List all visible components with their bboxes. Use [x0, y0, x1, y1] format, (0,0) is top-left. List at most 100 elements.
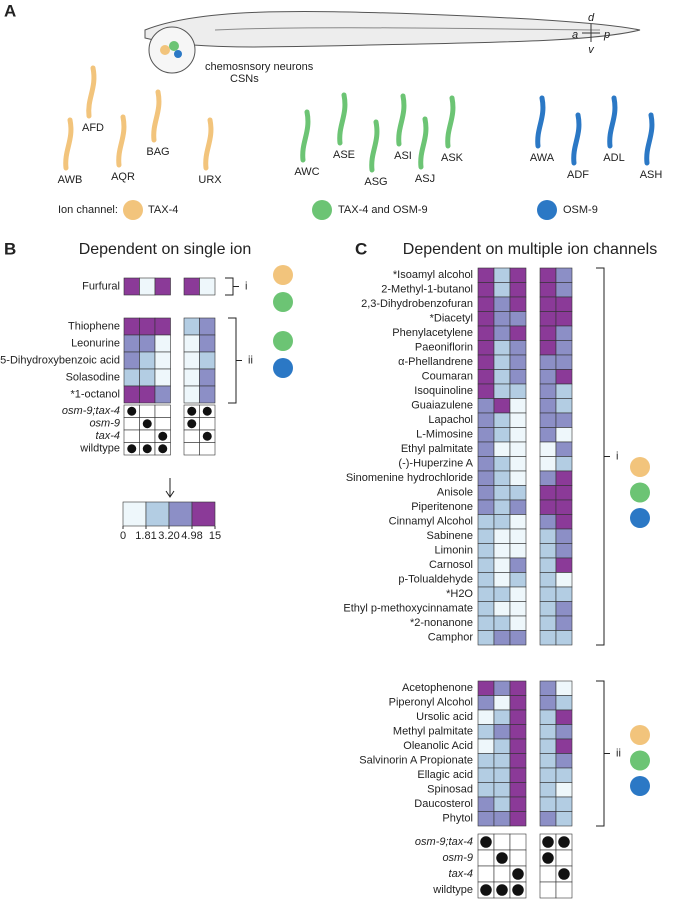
genotype-cell	[509, 833, 527, 851]
row-label: Solasodine	[66, 371, 120, 383]
row-label: Oleanolic Acid	[403, 740, 473, 752]
row-label: Guaiazulene	[411, 400, 473, 412]
heat-cell	[555, 738, 573, 754]
genotype-label: wildtype	[432, 884, 473, 896]
heat-cell	[477, 695, 495, 711]
heat-cell	[509, 398, 527, 414]
heat-cell	[539, 782, 557, 798]
genotype-cell	[477, 865, 495, 883]
genotype-cell	[509, 849, 527, 867]
heat-cell	[477, 796, 495, 812]
genotype-dot	[480, 884, 492, 896]
heat-cell	[555, 311, 573, 327]
heat-cell	[477, 282, 495, 298]
row-label: Piperitenone	[411, 501, 473, 513]
genotype-label: osm-9	[442, 852, 473, 864]
heat-cell	[509, 753, 527, 769]
heat-cell	[539, 695, 557, 711]
neuron	[63, 117, 74, 171]
neuron	[418, 116, 429, 170]
group-label: ii	[616, 747, 621, 759]
heat-cell	[555, 557, 573, 573]
genotype-dot	[202, 406, 212, 416]
neuron-label: ADL	[603, 152, 624, 164]
heat-cell	[477, 427, 495, 443]
genotype-cell	[493, 833, 511, 851]
arrow	[165, 478, 175, 498]
neuron	[116, 114, 127, 168]
panel-title: Dependent on single ion	[79, 241, 252, 258]
neuron	[535, 95, 546, 149]
axis-label: d	[588, 12, 595, 24]
heat-cell	[493, 398, 511, 414]
genotype-cell	[183, 429, 200, 443]
row-label: Camphor	[428, 632, 474, 644]
genotype-cell	[555, 849, 573, 867]
heat-cell	[183, 317, 200, 336]
colorbar-label: 0	[120, 530, 126, 542]
heat-cell	[555, 767, 573, 783]
heat-cell	[509, 695, 527, 711]
heat-cell	[123, 277, 140, 296]
genotype-dot	[496, 884, 508, 896]
genotype-cell	[123, 417, 140, 431]
heat-cell	[539, 724, 557, 740]
heat-cell	[139, 351, 156, 370]
row-label: Daucosterol	[414, 798, 473, 810]
legend-swatch	[312, 200, 332, 220]
genotype-cell	[154, 404, 171, 418]
heat-cell	[555, 601, 573, 617]
heat-cell	[477, 325, 495, 341]
heat-cell	[139, 368, 156, 387]
heat-cell	[493, 695, 511, 711]
heat-cell	[555, 412, 573, 428]
worm-label: chemosnsory neurons	[205, 61, 314, 73]
heat-cell	[477, 738, 495, 754]
neuron	[607, 95, 618, 149]
colorbar-label: 4.98	[181, 530, 202, 542]
worm-label: CSNs	[230, 73, 259, 85]
neuron	[151, 89, 162, 143]
colorbar-segment	[122, 501, 147, 527]
heat-cell	[539, 586, 557, 602]
heat-cell	[123, 351, 140, 370]
heat-cell	[539, 811, 557, 827]
heat-cell	[555, 514, 573, 530]
row-label: Sabinene	[427, 530, 474, 542]
heat-cell	[477, 296, 495, 312]
row-label: Spinosad	[427, 784, 473, 796]
group-label: ii	[248, 354, 253, 366]
row-label: Ethyl p-methoxycinnamate	[343, 603, 473, 615]
panel-letter: B	[4, 239, 16, 258]
legend-title: Ion channel:	[58, 204, 118, 216]
neuron-label: AFD	[82, 122, 104, 134]
heat-cell	[555, 470, 573, 486]
row-label: *Diacetyl	[430, 313, 473, 325]
heat-cell	[199, 385, 216, 404]
heat-cell	[493, 267, 511, 283]
heat-cell	[509, 709, 527, 725]
row-label: Ethyl palmitate	[401, 443, 473, 455]
heat-cell	[477, 709, 495, 725]
neuron	[86, 65, 97, 119]
row-label: Limonin	[434, 545, 473, 557]
genotype-cell	[477, 849, 495, 867]
genotype-dot	[558, 836, 570, 848]
heat-cell	[154, 368, 171, 387]
heat-cell	[477, 543, 495, 559]
heat-cell	[509, 796, 527, 812]
neuron-label: AWC	[294, 166, 319, 178]
row-label: (-)-Huperzine A	[398, 458, 473, 470]
heat-cell	[493, 296, 511, 312]
row-label: Leonurine	[71, 337, 120, 349]
row-label: Sinomenine hydrochloride	[346, 472, 473, 484]
heat-cell	[509, 680, 527, 696]
heat-cell	[555, 796, 573, 812]
heat-cell	[509, 325, 527, 341]
heat-cell	[493, 427, 511, 443]
neuron-label: BAG	[146, 146, 169, 158]
heat-cell	[555, 282, 573, 298]
channel-dot	[630, 508, 650, 528]
legend-label: OSM-9	[563, 204, 598, 216]
heat-cell	[493, 811, 511, 827]
